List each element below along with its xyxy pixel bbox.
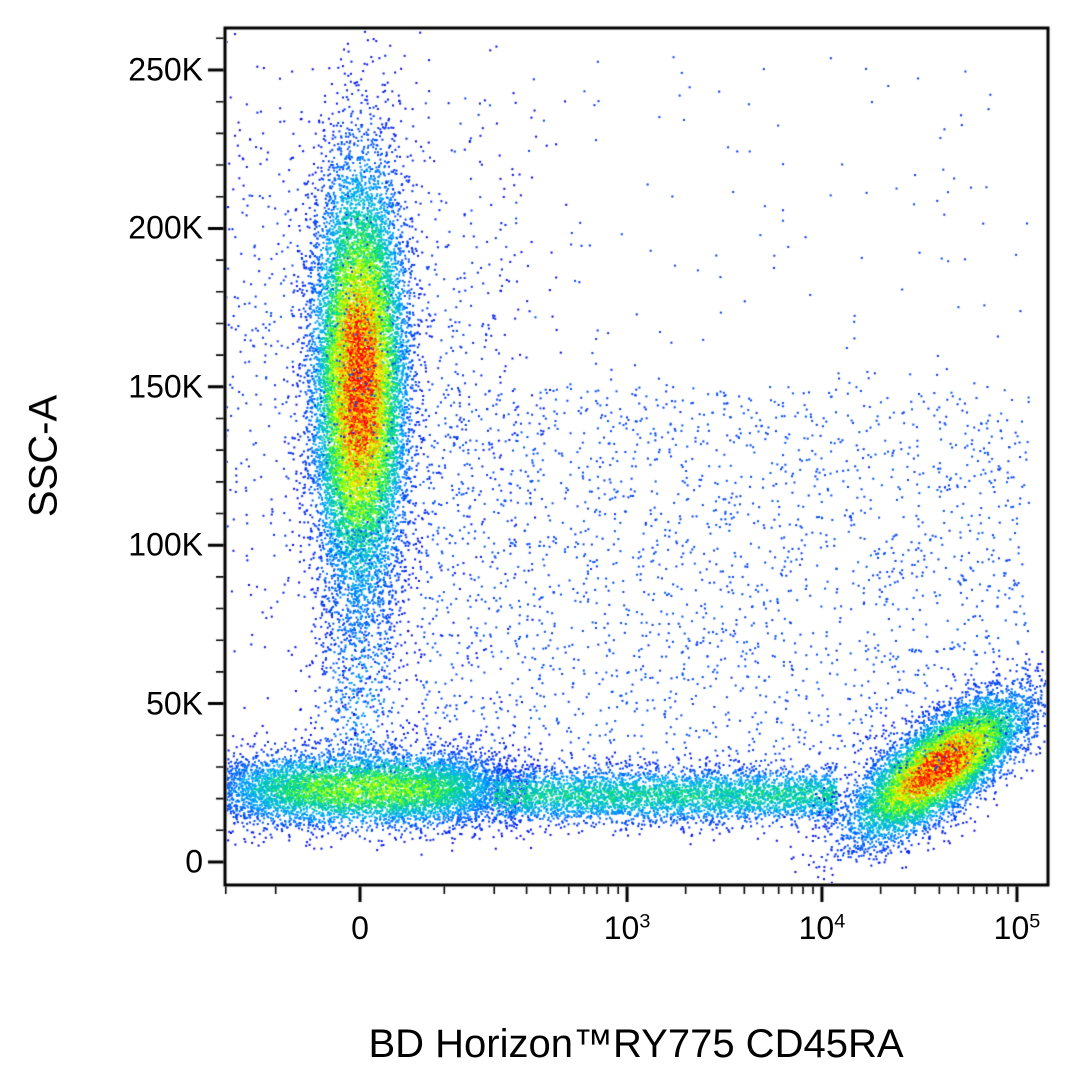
y-tick-label: 200K: [128, 209, 203, 246]
x-tick-label: 103: [603, 910, 651, 946]
y-tick-label: 50K: [146, 685, 203, 722]
x-tick-label: 104: [798, 910, 846, 946]
y-tick-label: 250K: [128, 51, 203, 88]
x-tick-label: 0: [351, 910, 369, 946]
x-axis-title: BD Horizon™RY775 CD45RA: [368, 1022, 904, 1066]
y-axis-title: SSC-A: [21, 394, 66, 518]
y-tick-label: 0: [185, 843, 203, 880]
y-tick-label: 100K: [128, 526, 203, 563]
y-tick-label: 150K: [128, 368, 203, 405]
x-tick-label: 105: [993, 910, 1041, 946]
